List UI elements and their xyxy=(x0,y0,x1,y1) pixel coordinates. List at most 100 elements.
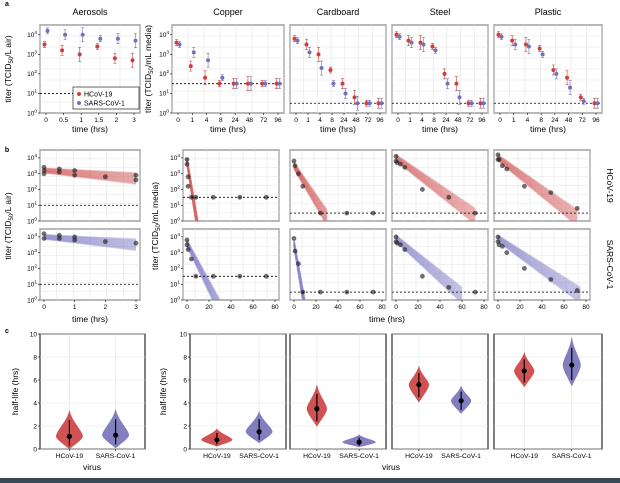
panel-b-hcov19-steel-fit-line xyxy=(395,157,476,217)
panel-b-sarscov1-plastic-point xyxy=(504,250,510,256)
panel-b-sarscov1-copper-xtick-label: 80 xyxy=(271,304,279,311)
panel-b-hcov19-cardboard-fit-group xyxy=(291,158,376,221)
panel-a-plastic-point xyxy=(496,32,501,37)
panel-b-sarscov1-copper-point xyxy=(184,237,190,243)
panel-b-sarscov1-steel-fit-line xyxy=(395,236,463,294)
panel-a-steel-point xyxy=(409,40,414,45)
panel-b-sarscov1-plastic-point xyxy=(548,277,554,282)
panel-b-sarscov1-cardboard-fit-line xyxy=(293,245,304,300)
panel-c-aerosols-ytick-label: 0 xyxy=(33,446,37,453)
panel-a-steel-point xyxy=(421,42,426,47)
panel-a-copper-ytick-label: 103 xyxy=(159,50,169,59)
panel-b-sarscov1-plastic-fit-line xyxy=(497,238,581,299)
panel-b-sarscov1-plastic-fit-group xyxy=(495,234,581,300)
panel-a-copper-xtick-label: 1 xyxy=(190,117,194,124)
panel-b-hcov19-plastic-fit-line xyxy=(497,155,578,214)
panel-a-copper-point xyxy=(234,81,239,86)
panel-b-sarscov1-cardboard-fit-group xyxy=(291,236,376,300)
panel-b-sarscov1-copper-fit-line xyxy=(186,244,215,300)
legend-label: SARS-CoV-1 xyxy=(84,101,125,108)
panel-a-plastic-title: Plastic xyxy=(535,7,562,17)
panel-a-copper-point xyxy=(260,81,265,86)
row-b-strip-label: HCoV-19 xyxy=(605,168,615,203)
panel-b-hcov19-steel-fit-line xyxy=(395,155,476,212)
panel-c-aerosols-xtick-label: HCoV-19 xyxy=(56,453,84,460)
panel-a-copper-xtick-label: 48 xyxy=(246,117,254,124)
panel-b-sarscov1-copper-fit-line xyxy=(186,240,220,300)
panel-b-sarscov1-plastic-fit-line xyxy=(497,240,578,300)
panel-b-sarscov1-plastic-fit-line xyxy=(497,234,581,289)
panel-b-hcov19-steel-fit-line xyxy=(395,157,476,219)
panel-b-hcov19-copper-ytick-label: 101 xyxy=(170,201,180,210)
panel-a-copper-point xyxy=(174,40,179,45)
panel-b-sarscov1-cardboard-fit-line xyxy=(293,244,304,300)
panel-a-copper-point xyxy=(263,81,268,86)
row-b-ylabel-media: titer (TCID50/mL media) xyxy=(150,182,162,270)
panel-a-plastic-point xyxy=(510,38,515,43)
panel-a-steel-point xyxy=(469,101,474,106)
panel-a-cardboard-point xyxy=(316,52,321,57)
panel-a-steel-point xyxy=(454,81,459,86)
panel-b-sarscov1-copper-fit-group xyxy=(184,237,269,300)
panel-b-hcov19-cardboard-fit-line xyxy=(293,168,326,221)
panel-b-sarscov1-plastic-fit-line xyxy=(497,239,581,300)
panel-b-sarscov1-steel-fit-line xyxy=(395,237,463,295)
panel-a-aerosols-point xyxy=(42,42,47,47)
panel-b-sarscov1-steel-point xyxy=(398,242,403,248)
panel-a-plastic-point xyxy=(540,52,545,57)
panel-a-steel-xtick-label: 48 xyxy=(454,117,462,124)
panel-a-steel-xlabel: time (hrs) xyxy=(422,124,458,134)
panel-b-hcov19-aerosols-fit-line xyxy=(43,171,137,185)
panel-c-copper-ytick-label: 4 xyxy=(183,400,187,407)
panel-b-hcov19-plastic-fit-line xyxy=(497,159,577,221)
panel-b-sarscov1-aerosols-fit-group xyxy=(41,231,139,252)
panel-b-sarscov1-plastic-fit-line xyxy=(497,235,581,291)
panel-b-hcov19-copper-ytick-label: 104 xyxy=(170,153,180,162)
panel-b-hcov19-aerosols-ytick-label: 102 xyxy=(27,185,37,194)
panel-a-steel-point xyxy=(481,101,486,106)
panel-a-plastic-xtick-label: 8 xyxy=(539,117,543,124)
panel-b-sarscov1-cardboard-xtick-label: 20 xyxy=(312,304,320,311)
panel-a-aerosols-point xyxy=(133,38,138,43)
panel-b-sarscov1-aerosols-point xyxy=(56,232,62,238)
panel-b-sarscov1-steel-fit-line xyxy=(395,238,463,297)
panel-b-hcov19-cardboard-point xyxy=(291,158,297,164)
panel-a-cardboard-xlabel: time (hrs) xyxy=(320,124,356,134)
panel-c-aerosols-median xyxy=(113,432,119,438)
panel-b-sarscov1-copper-ytick-label: 103 xyxy=(170,248,180,257)
panel-c-copper-ytick-label: 10 xyxy=(180,331,188,338)
panel-b-hcov19-cardboard-point xyxy=(318,210,323,216)
panel-b-sarscov1-copper-fit-line xyxy=(186,240,221,300)
panel-a-steel-point xyxy=(433,48,438,53)
panel-b-sarscov1-copper-fit-line xyxy=(186,243,216,300)
panel-a-copper-xlabel: time (hrs) xyxy=(210,124,246,134)
panel-b-hcov19-aerosols-fit-group xyxy=(41,164,139,185)
panel-a-cardboard-point xyxy=(379,101,384,106)
panel-c-plastic-frame xyxy=(493,333,603,450)
panel-b-hcov19-steel-point xyxy=(446,194,452,200)
panel-a-plastic-point xyxy=(568,85,573,90)
panel-a-cardboard-xtick-label: 72 xyxy=(364,117,372,124)
panel-a-steel-xtick-label: 0 xyxy=(396,117,400,124)
panel-a-cardboard-point xyxy=(340,81,345,86)
panel-b-sarscov1-steel-point xyxy=(393,234,399,240)
row-c-xlabel-left: virus xyxy=(83,462,101,472)
panel-b-hcov19-plastic-point xyxy=(496,157,502,162)
panel-b-hcov19-steel-point xyxy=(393,153,399,159)
panel-a-plastic-point xyxy=(513,42,518,47)
panel-a-aerosols-ytick-label: 104 xyxy=(27,30,37,39)
panel-a-copper-point xyxy=(220,75,225,80)
panel-c-aerosols-ytick-label: 6 xyxy=(33,377,37,384)
panel-a-aerosols-point xyxy=(63,32,68,37)
panel-b-sarscov1-aerosols-point xyxy=(41,231,47,237)
panel-b-hcov19-steel-point xyxy=(472,210,478,216)
panel-b-sarscov1-steel-fit-line xyxy=(395,236,463,292)
panel-b-sarscov1-aerosols-xtick-label: 3 xyxy=(134,304,138,311)
panel-a-cardboard-xtick-label: 24 xyxy=(340,117,348,124)
panel-b-sarscov1-copper-point xyxy=(185,247,191,252)
panel-b-hcov19-plastic-fit-line xyxy=(497,154,578,213)
panel-b-sarscov1-plastic-xtick-label: 40 xyxy=(538,304,546,311)
panel-b-sarscov1-plastic-fit-line xyxy=(497,239,581,300)
panel-b-sarscov1-aerosols-ytick-label: 102 xyxy=(27,264,37,273)
